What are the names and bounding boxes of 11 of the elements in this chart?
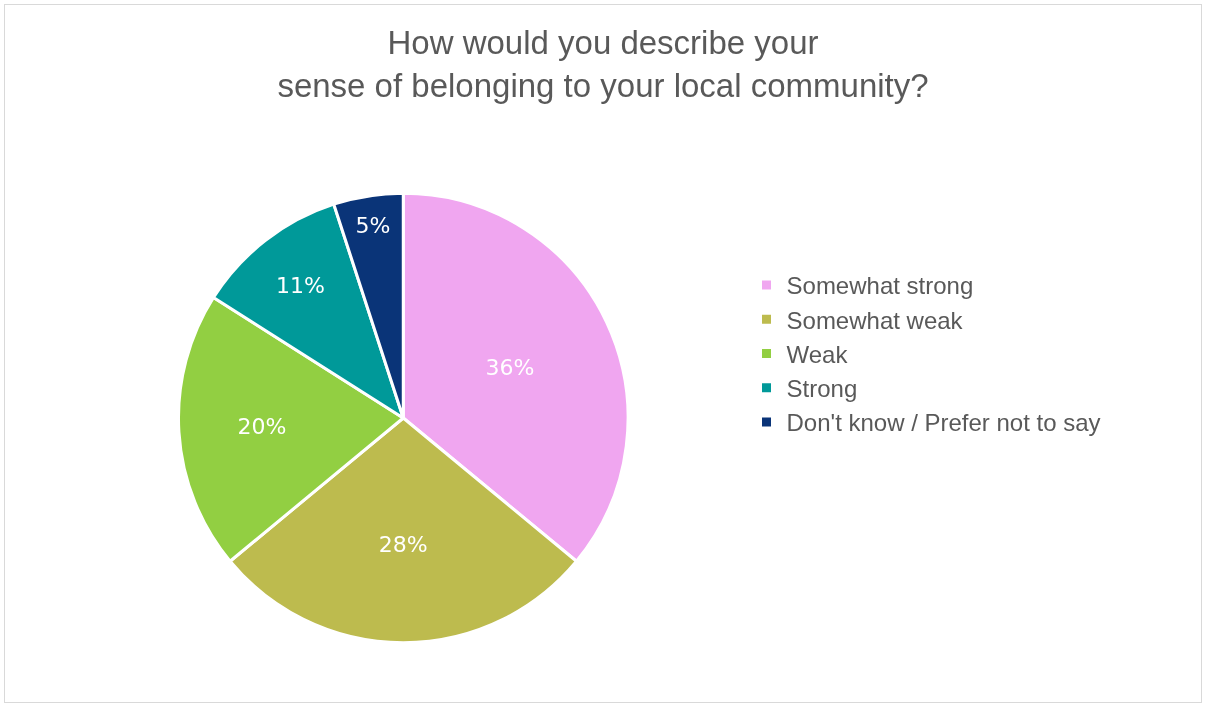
chart-title: How would you describe your sense of belonging to your local community? xyxy=(277,23,929,104)
data-label: 20% xyxy=(237,414,287,440)
data-label: 5% xyxy=(355,213,391,239)
data-label: 36% xyxy=(485,355,535,381)
data-label: 11% xyxy=(275,272,325,298)
legend-label: Somewhat strong xyxy=(786,272,974,300)
legend-label: Somewhat weak xyxy=(786,306,964,334)
legend-label: Weak xyxy=(786,340,849,368)
legend-label: Don't know / Prefer not to say xyxy=(786,409,1101,437)
legend-label: Strong xyxy=(786,375,858,403)
data-label: 28% xyxy=(378,532,428,558)
